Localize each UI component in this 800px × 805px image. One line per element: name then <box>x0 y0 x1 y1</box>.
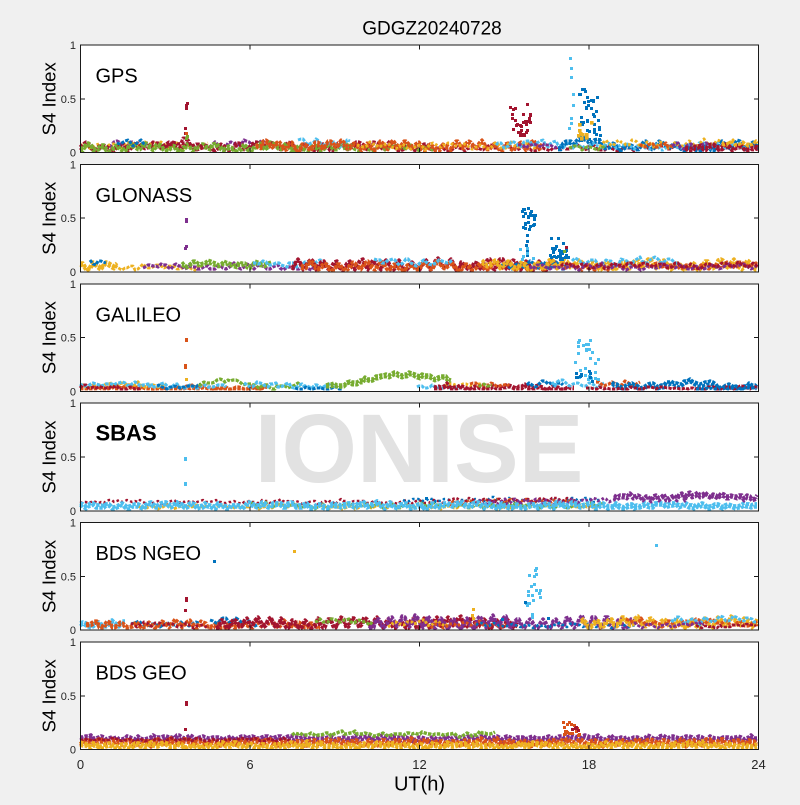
svg-text:0.5: 0.5 <box>61 213 76 225</box>
svg-text:0.5: 0.5 <box>61 94 76 106</box>
svg-text:0.5: 0.5 <box>61 571 76 583</box>
svg-text:SBAS: SBAS <box>96 421 157 446</box>
svg-text:1: 1 <box>70 40 76 52</box>
svg-text:0: 0 <box>70 148 76 160</box>
svg-text:1: 1 <box>70 159 76 171</box>
svg-text:1: 1 <box>70 518 76 530</box>
svg-text:1: 1 <box>70 398 76 410</box>
svg-text:0.5: 0.5 <box>61 333 76 345</box>
svg-text:GALILEO: GALILEO <box>96 304 182 326</box>
svg-text:BDS NGEO: BDS NGEO <box>96 543 202 565</box>
svg-text:12: 12 <box>412 757 426 772</box>
svg-text:S4 Index: S4 Index <box>39 300 60 374</box>
svg-text:GDGZ20240728: GDGZ20240728 <box>362 19 501 40</box>
svg-text:6: 6 <box>246 757 253 772</box>
svg-text:S4 Index: S4 Index <box>39 659 60 733</box>
svg-text:1: 1 <box>70 637 76 649</box>
svg-text:0: 0 <box>77 757 84 772</box>
svg-text:18: 18 <box>582 757 596 772</box>
svg-text:0: 0 <box>70 506 76 518</box>
svg-text:0: 0 <box>70 267 76 279</box>
svg-text:1: 1 <box>70 279 76 291</box>
svg-text:IONISE: IONISE <box>255 394 584 503</box>
svg-text:UT(h): UT(h) <box>394 774 445 796</box>
svg-text:S4 Index: S4 Index <box>39 420 60 494</box>
svg-text:GPS: GPS <box>96 66 138 88</box>
svg-text:0: 0 <box>70 745 76 757</box>
svg-text:0: 0 <box>70 625 76 637</box>
svg-text:24: 24 <box>751 757 765 772</box>
svg-text:BDS GEO: BDS GEO <box>96 663 187 685</box>
svg-text:S4 Index: S4 Index <box>39 539 60 613</box>
svg-text:0.5: 0.5 <box>61 452 76 464</box>
svg-text:0.5: 0.5 <box>61 691 76 703</box>
svg-text:S4 Index: S4 Index <box>39 181 60 255</box>
svg-text:0: 0 <box>70 386 76 398</box>
svg-text:S4 Index: S4 Index <box>39 62 60 136</box>
svg-text:GLONASS: GLONASS <box>96 185 193 207</box>
